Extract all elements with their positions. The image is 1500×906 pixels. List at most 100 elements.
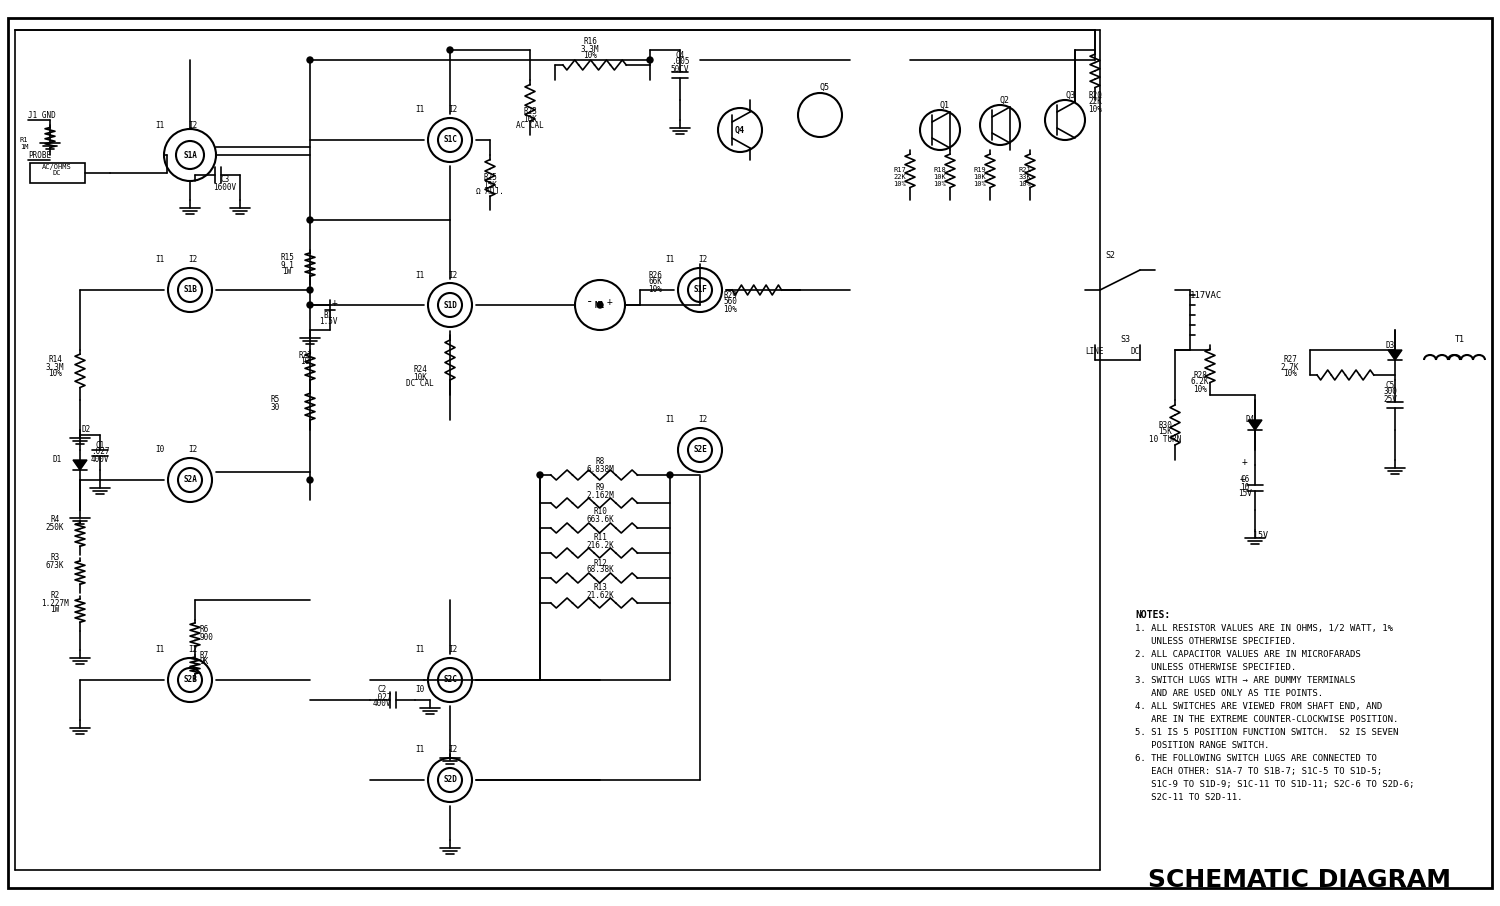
Text: R1: R1 (20, 137, 28, 143)
Text: C1: C1 (96, 440, 105, 449)
Text: 21.62K: 21.62K (586, 591, 613, 600)
Text: R18: R18 (933, 167, 946, 173)
Text: DC CAL: DC CAL (406, 380, 433, 389)
Text: R15: R15 (280, 254, 294, 263)
Text: D4: D4 (1245, 416, 1254, 425)
Text: 10K: 10K (413, 372, 428, 381)
Text: I2: I2 (699, 255, 708, 265)
Text: R2: R2 (51, 592, 60, 601)
Polygon shape (1388, 350, 1402, 360)
Text: 10K: 10K (524, 114, 537, 123)
Text: C4: C4 (675, 51, 684, 60)
Text: 6.838M: 6.838M (586, 465, 613, 474)
Text: ARE IN THE EXTREME COUNTER-CLOCKWISE POSITION.: ARE IN THE EXTREME COUNTER-CLOCKWISE POS… (1136, 715, 1398, 724)
Text: 22K: 22K (894, 174, 906, 180)
Text: .027: .027 (90, 448, 110, 457)
Text: 1. ALL RESISTOR VALUES ARE IN OHMS, 1/2 WATT, 1%: 1. ALL RESISTOR VALUES ARE IN OHMS, 1/2 … (1136, 624, 1394, 633)
Text: 68.38K: 68.38K (586, 565, 613, 574)
Polygon shape (1248, 420, 1262, 430)
Circle shape (597, 302, 603, 308)
Text: R28: R28 (1192, 371, 1208, 380)
Text: I1: I1 (666, 416, 675, 425)
Text: R27: R27 (1282, 355, 1298, 364)
Text: 30: 30 (270, 402, 279, 411)
Text: 673K: 673K (45, 561, 64, 570)
Text: 663.6K: 663.6K (586, 515, 613, 524)
Text: AND ARE USED ONLY AS TIE POINTS.: AND ARE USED ONLY AS TIE POINTS. (1136, 689, 1323, 698)
Text: I1: I1 (416, 746, 424, 755)
Text: I2: I2 (189, 645, 198, 654)
Text: R4: R4 (51, 516, 60, 525)
Text: S1D: S1D (442, 301, 458, 310)
Text: 10%: 10% (723, 304, 736, 313)
Text: I1: I1 (156, 255, 165, 265)
Text: 10 TURN: 10 TURN (1149, 435, 1180, 444)
Text: DC: DC (1131, 348, 1140, 356)
Text: 1600V: 1600V (213, 182, 237, 191)
Text: 400V: 400V (372, 699, 392, 708)
Circle shape (668, 472, 674, 478)
Text: I1: I1 (416, 645, 424, 654)
Text: 216.2K: 216.2K (586, 541, 613, 550)
Text: 4. ALL SWITCHES ARE VIEWED FROM SHAFT END, AND: 4. ALL SWITCHES ARE VIEWED FROM SHAFT EN… (1136, 702, 1383, 711)
Text: I2: I2 (448, 645, 458, 654)
Text: I2: I2 (189, 120, 198, 130)
Circle shape (308, 302, 314, 308)
Text: 1W: 1W (282, 267, 291, 276)
Text: 1M: 1M (20, 144, 28, 150)
Text: .005: .005 (670, 57, 688, 66)
Text: 3.3M: 3.3M (45, 362, 64, 371)
Text: 5. S1 IS 5 POSITION FUNCTION SWITCH.  S2 IS SEVEN: 5. S1 IS 5 POSITION FUNCTION SWITCH. S2 … (1136, 728, 1398, 737)
Text: R21: R21 (1019, 167, 1032, 173)
Text: 6.2K: 6.2K (1191, 378, 1209, 387)
Text: S2A: S2A (183, 476, 196, 485)
Text: R19: R19 (974, 167, 987, 173)
Text: +: + (1240, 475, 1246, 485)
Text: LINE: LINE (1086, 348, 1104, 356)
Text: 10%: 10% (894, 181, 906, 187)
Text: 15K: 15K (1158, 428, 1172, 437)
Circle shape (308, 477, 314, 483)
Text: 10%: 10% (1192, 384, 1208, 393)
Text: 15K: 15K (483, 180, 496, 189)
Circle shape (308, 287, 314, 293)
Text: M1: M1 (596, 301, 604, 310)
Circle shape (447, 47, 453, 53)
Text: +: + (608, 297, 613, 307)
Text: 10%: 10% (1282, 370, 1298, 379)
Text: R17: R17 (894, 167, 906, 173)
Text: R23: R23 (524, 108, 537, 117)
Text: R20: R20 (1088, 91, 1102, 100)
Text: 33K: 33K (1019, 174, 1032, 180)
Text: S2B: S2B (183, 676, 196, 685)
Text: R9: R9 (596, 484, 604, 493)
Text: R16: R16 (584, 37, 597, 46)
Text: 1W: 1W (51, 605, 60, 614)
Text: S1C-9 TO S1D-9; S1C-11 TO S1D-11; S2C-6 TO S2D-6;: S1C-9 TO S1D-9; S1C-11 TO S1D-11; S2C-6 … (1136, 780, 1414, 789)
Text: I0: I0 (416, 686, 424, 695)
Text: Q4: Q4 (735, 126, 746, 134)
Text: 10: 10 (300, 358, 309, 367)
Text: 10: 10 (1240, 483, 1250, 491)
Text: Q3: Q3 (1065, 91, 1076, 100)
Text: 10%: 10% (933, 181, 946, 187)
Text: Ω ADJ.: Ω ADJ. (476, 188, 504, 197)
Text: SCHEMATIC DIAGRAM: SCHEMATIC DIAGRAM (1149, 868, 1452, 892)
Text: UNLESS OTHERWISE SPECIFIED.: UNLESS OTHERWISE SPECIFIED. (1136, 663, 1296, 672)
Text: 9.1: 9.1 (280, 261, 294, 269)
Text: R25: R25 (483, 174, 496, 182)
Text: Q1: Q1 (940, 101, 950, 110)
Text: 2.7K: 2.7K (1281, 362, 1299, 371)
Text: R12: R12 (592, 558, 608, 567)
Text: 900: 900 (200, 632, 214, 641)
Text: 10K: 10K (974, 174, 987, 180)
Text: S2E: S2E (693, 446, 706, 455)
Text: I1: I1 (666, 255, 675, 265)
Text: I2: I2 (189, 446, 198, 455)
Text: I1: I1 (156, 120, 165, 130)
Text: PROBE: PROBE (28, 150, 51, 159)
Text: R22: R22 (298, 351, 312, 360)
Text: +: + (1242, 457, 1248, 467)
Text: 117VAC: 117VAC (1190, 291, 1222, 300)
Text: AC CAL: AC CAL (516, 121, 544, 130)
